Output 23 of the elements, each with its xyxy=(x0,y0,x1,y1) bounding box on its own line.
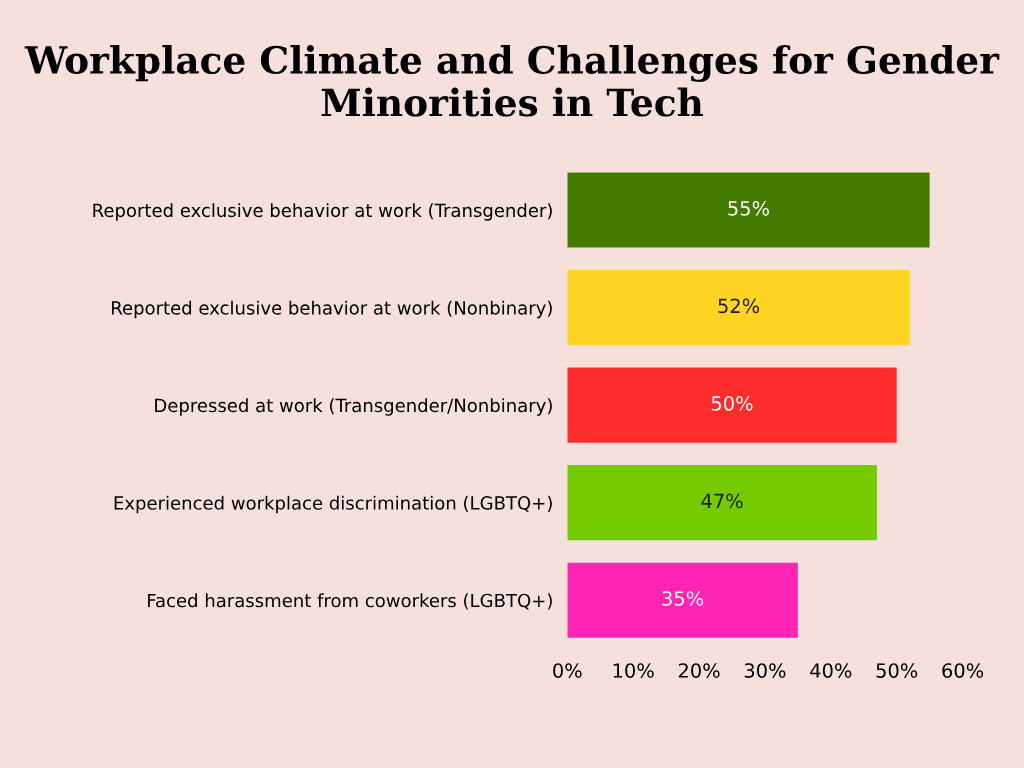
bar xyxy=(567,562,798,638)
bar xyxy=(567,172,930,248)
x-tick-label: 50% xyxy=(876,663,918,678)
data-label: 35% xyxy=(662,591,704,606)
bar xyxy=(567,270,910,346)
x-tick-label: 30% xyxy=(744,663,786,678)
data-label: 47% xyxy=(701,493,743,509)
x-tick-label: 60% xyxy=(942,663,984,678)
x-tick-label: 20% xyxy=(678,663,720,678)
bar xyxy=(567,465,877,541)
x-tick-label: 40% xyxy=(810,663,852,678)
y-tick-label: Reported exclusive behavior at work (Nonbinary) xyxy=(112,300,552,319)
data-label: 55% xyxy=(728,200,769,216)
bar xyxy=(567,367,897,443)
chart-title: Workplace Climate and Challenges for Gender Minorities in Tech xyxy=(24,45,1000,117)
x-tick-label: 0% xyxy=(553,663,582,678)
y-tick-label: Reported exclusive behavior at work (Transgender) xyxy=(93,203,552,221)
y-tick-label: Experienced workplace discrimination (LGBTQ+) xyxy=(114,495,552,514)
x-tick-label: 10% xyxy=(613,663,654,678)
y-tick-label: Depressed at work (Transgender/Nonbinary) xyxy=(155,398,552,416)
data-label: 50% xyxy=(711,396,753,411)
y-tick-label: Faced harassment from coworkers (LGBTQ+) xyxy=(148,593,552,610)
data-label: 52% xyxy=(718,298,760,314)
